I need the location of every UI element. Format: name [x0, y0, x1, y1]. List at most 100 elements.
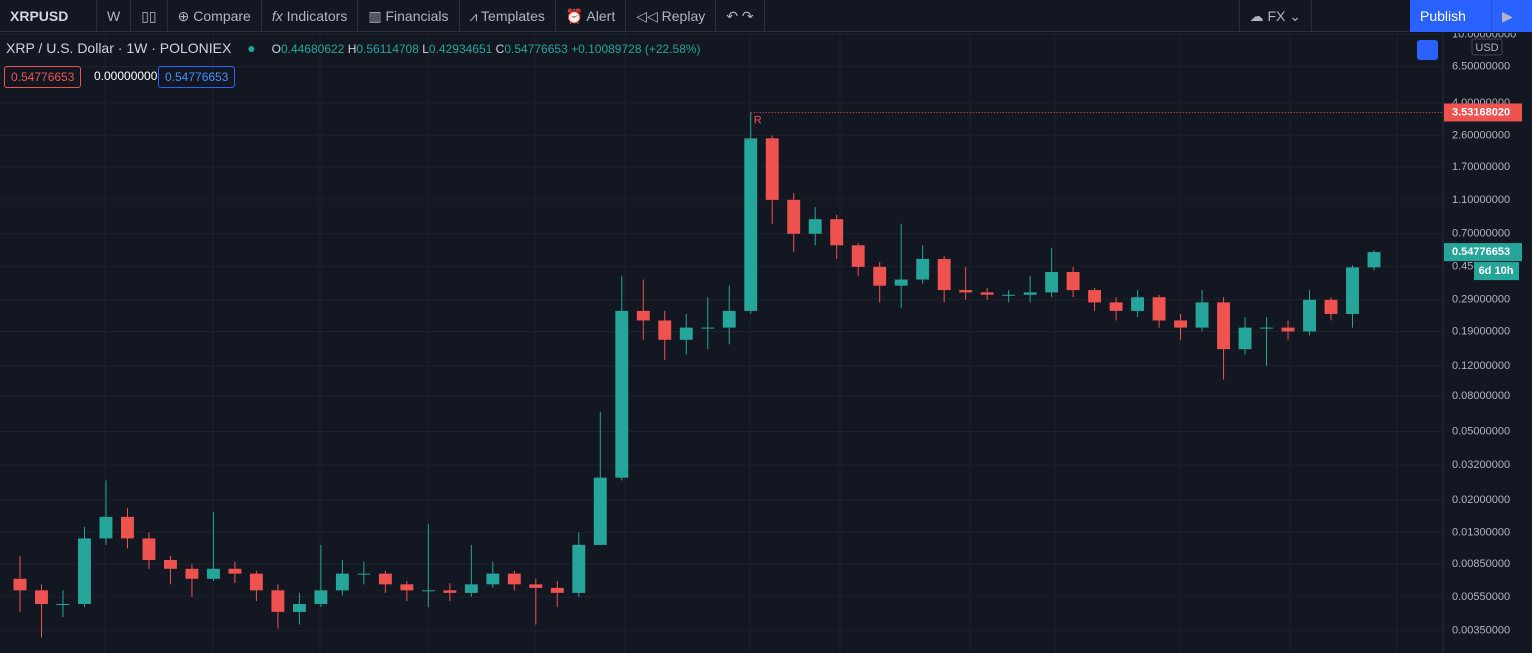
financials[interactable]: ▥ Financials — [358, 0, 460, 32]
candle-body — [636, 310, 650, 321]
templates[interactable]: ⩘ Templates — [460, 0, 556, 32]
high-label: 3.53168020 — [1452, 106, 1510, 118]
candle-body — [830, 219, 844, 246]
currency: USD — [1475, 42, 1498, 54]
compare-label: Compare — [193, 7, 251, 24]
legend-title: XRP / U.S. Dollar · 1W · POLONIEX — [6, 40, 232, 56]
candle-body — [1109, 302, 1123, 311]
y-tick-label: 0.29000000 — [1452, 294, 1510, 306]
countdown: 6d 10h — [1479, 265, 1514, 277]
candle-body — [937, 258, 951, 291]
candle-body — [421, 590, 435, 592]
candle-body — [35, 590, 48, 605]
candle-body — [378, 573, 392, 585]
replay[interactable]: ◁◁ Replay — [626, 0, 717, 32]
candle-body — [249, 573, 263, 591]
l-value: 0.42934651 — [428, 42, 493, 56]
candle-body — [121, 516, 134, 539]
candle-body — [507, 573, 521, 585]
candle-body — [1238, 327, 1252, 350]
compare[interactable]: ⊕ Compare — [168, 0, 262, 32]
y-tick-label: 10.00000000 — [1452, 33, 1516, 40]
candle-body — [1066, 272, 1080, 291]
candle-body — [464, 584, 478, 593]
candle-body — [292, 604, 306, 612]
y-tick-label: 0.12000000 — [1452, 360, 1510, 372]
y-tick-label: 0.00850000 — [1452, 558, 1510, 570]
candle-body — [1088, 290, 1102, 303]
y-tick-label: 0.00350000 — [1452, 625, 1510, 637]
candle-body — [99, 516, 113, 539]
candle-body — [486, 573, 500, 585]
alert[interactable]: ⏰ Alert — [556, 0, 627, 32]
chart: 10.000000006.500000004.000000002.6000000… — [0, 33, 1522, 653]
legend: XRP / U.S. Dollar · 1W · POLONIEX ● O0.4… — [6, 40, 701, 56]
candle-body — [357, 573, 371, 575]
y-tick-label: 0.03200000 — [1452, 459, 1510, 471]
candle-body — [1260, 327, 1273, 329]
candle-body — [894, 279, 908, 286]
alert-label: Alert — [586, 7, 616, 24]
candle-body — [1324, 299, 1338, 314]
candle-body — [1023, 292, 1037, 295]
l-label: L — [422, 42, 429, 56]
candle-body — [1281, 327, 1295, 332]
candle-body — [658, 320, 672, 340]
candle-body — [615, 310, 629, 478]
candle-body — [1002, 294, 1016, 296]
marker-letter: R — [754, 114, 762, 126]
candle-body — [1195, 302, 1209, 328]
candle-body — [142, 538, 156, 560]
candle-body — [78, 538, 91, 605]
candle-body — [1045, 272, 1059, 293]
indicators[interactable]: fx Indicators — [262, 0, 359, 32]
fx-label: FX — [1267, 7, 1286, 24]
y-tick-label: 1.10000000 — [1452, 194, 1510, 206]
o-value: 0.44680622 — [280, 42, 345, 56]
price-label-bg — [1444, 243, 1522, 262]
badge-price-2: 0.54776653 — [158, 66, 236, 88]
candle-body — [529, 584, 543, 588]
candle-body — [787, 199, 801, 234]
publish[interactable]: Publish — [1410, 0, 1492, 32]
candle-body — [400, 584, 414, 591]
candle-body — [314, 590, 328, 605]
candle-body — [228, 568, 242, 574]
h-label: H — [347, 42, 357, 56]
symbol[interactable]: XRPUSD — [0, 0, 97, 32]
badge-zero: 0.00000000 — [94, 69, 158, 83]
candle-body — [1131, 297, 1145, 311]
c-label: C — [495, 42, 505, 56]
toolbar: XRPUSD W ▯▯ ⊕ Compare fx Indicators ▥ Fi… — [0, 0, 1532, 32]
candle-body — [13, 578, 27, 591]
replay-label: Replay — [661, 7, 706, 24]
candle-body — [679, 327, 693, 340]
candle-body — [335, 573, 349, 591]
badge-price: 0.54776653 — [4, 66, 82, 88]
candle-body — [1152, 297, 1166, 321]
candle-body — [206, 568, 220, 579]
candle-body — [443, 590, 457, 593]
y-tick-label: 0.01300000 — [1452, 526, 1510, 538]
play[interactable]: ▶ — [1491, 0, 1532, 32]
fx[interactable]: ☁ FX ⌄ — [1238, 0, 1312, 32]
candle-body — [163, 559, 177, 569]
candle-body — [808, 219, 822, 234]
y-tick-label: 0.19000000 — [1452, 325, 1510, 337]
candle-body — [1346, 267, 1359, 314]
chart-type[interactable]: ▯▯ — [131, 0, 168, 32]
undo-redo[interactable]: ↶ ↷ — [716, 0, 765, 32]
candle-body — [744, 138, 758, 311]
currency-box — [1471, 38, 1503, 56]
indicators-label: Indicators — [286, 7, 348, 24]
candle-body — [550, 587, 564, 593]
candle-body — [1367, 252, 1381, 268]
candle-body — [765, 138, 779, 200]
interval[interactable]: W — [97, 0, 132, 32]
candle-body — [271, 590, 285, 612]
candle-body — [916, 258, 930, 280]
candle-body — [1217, 302, 1231, 350]
countdown-bg — [1474, 262, 1519, 281]
candle-body — [56, 604, 70, 606]
